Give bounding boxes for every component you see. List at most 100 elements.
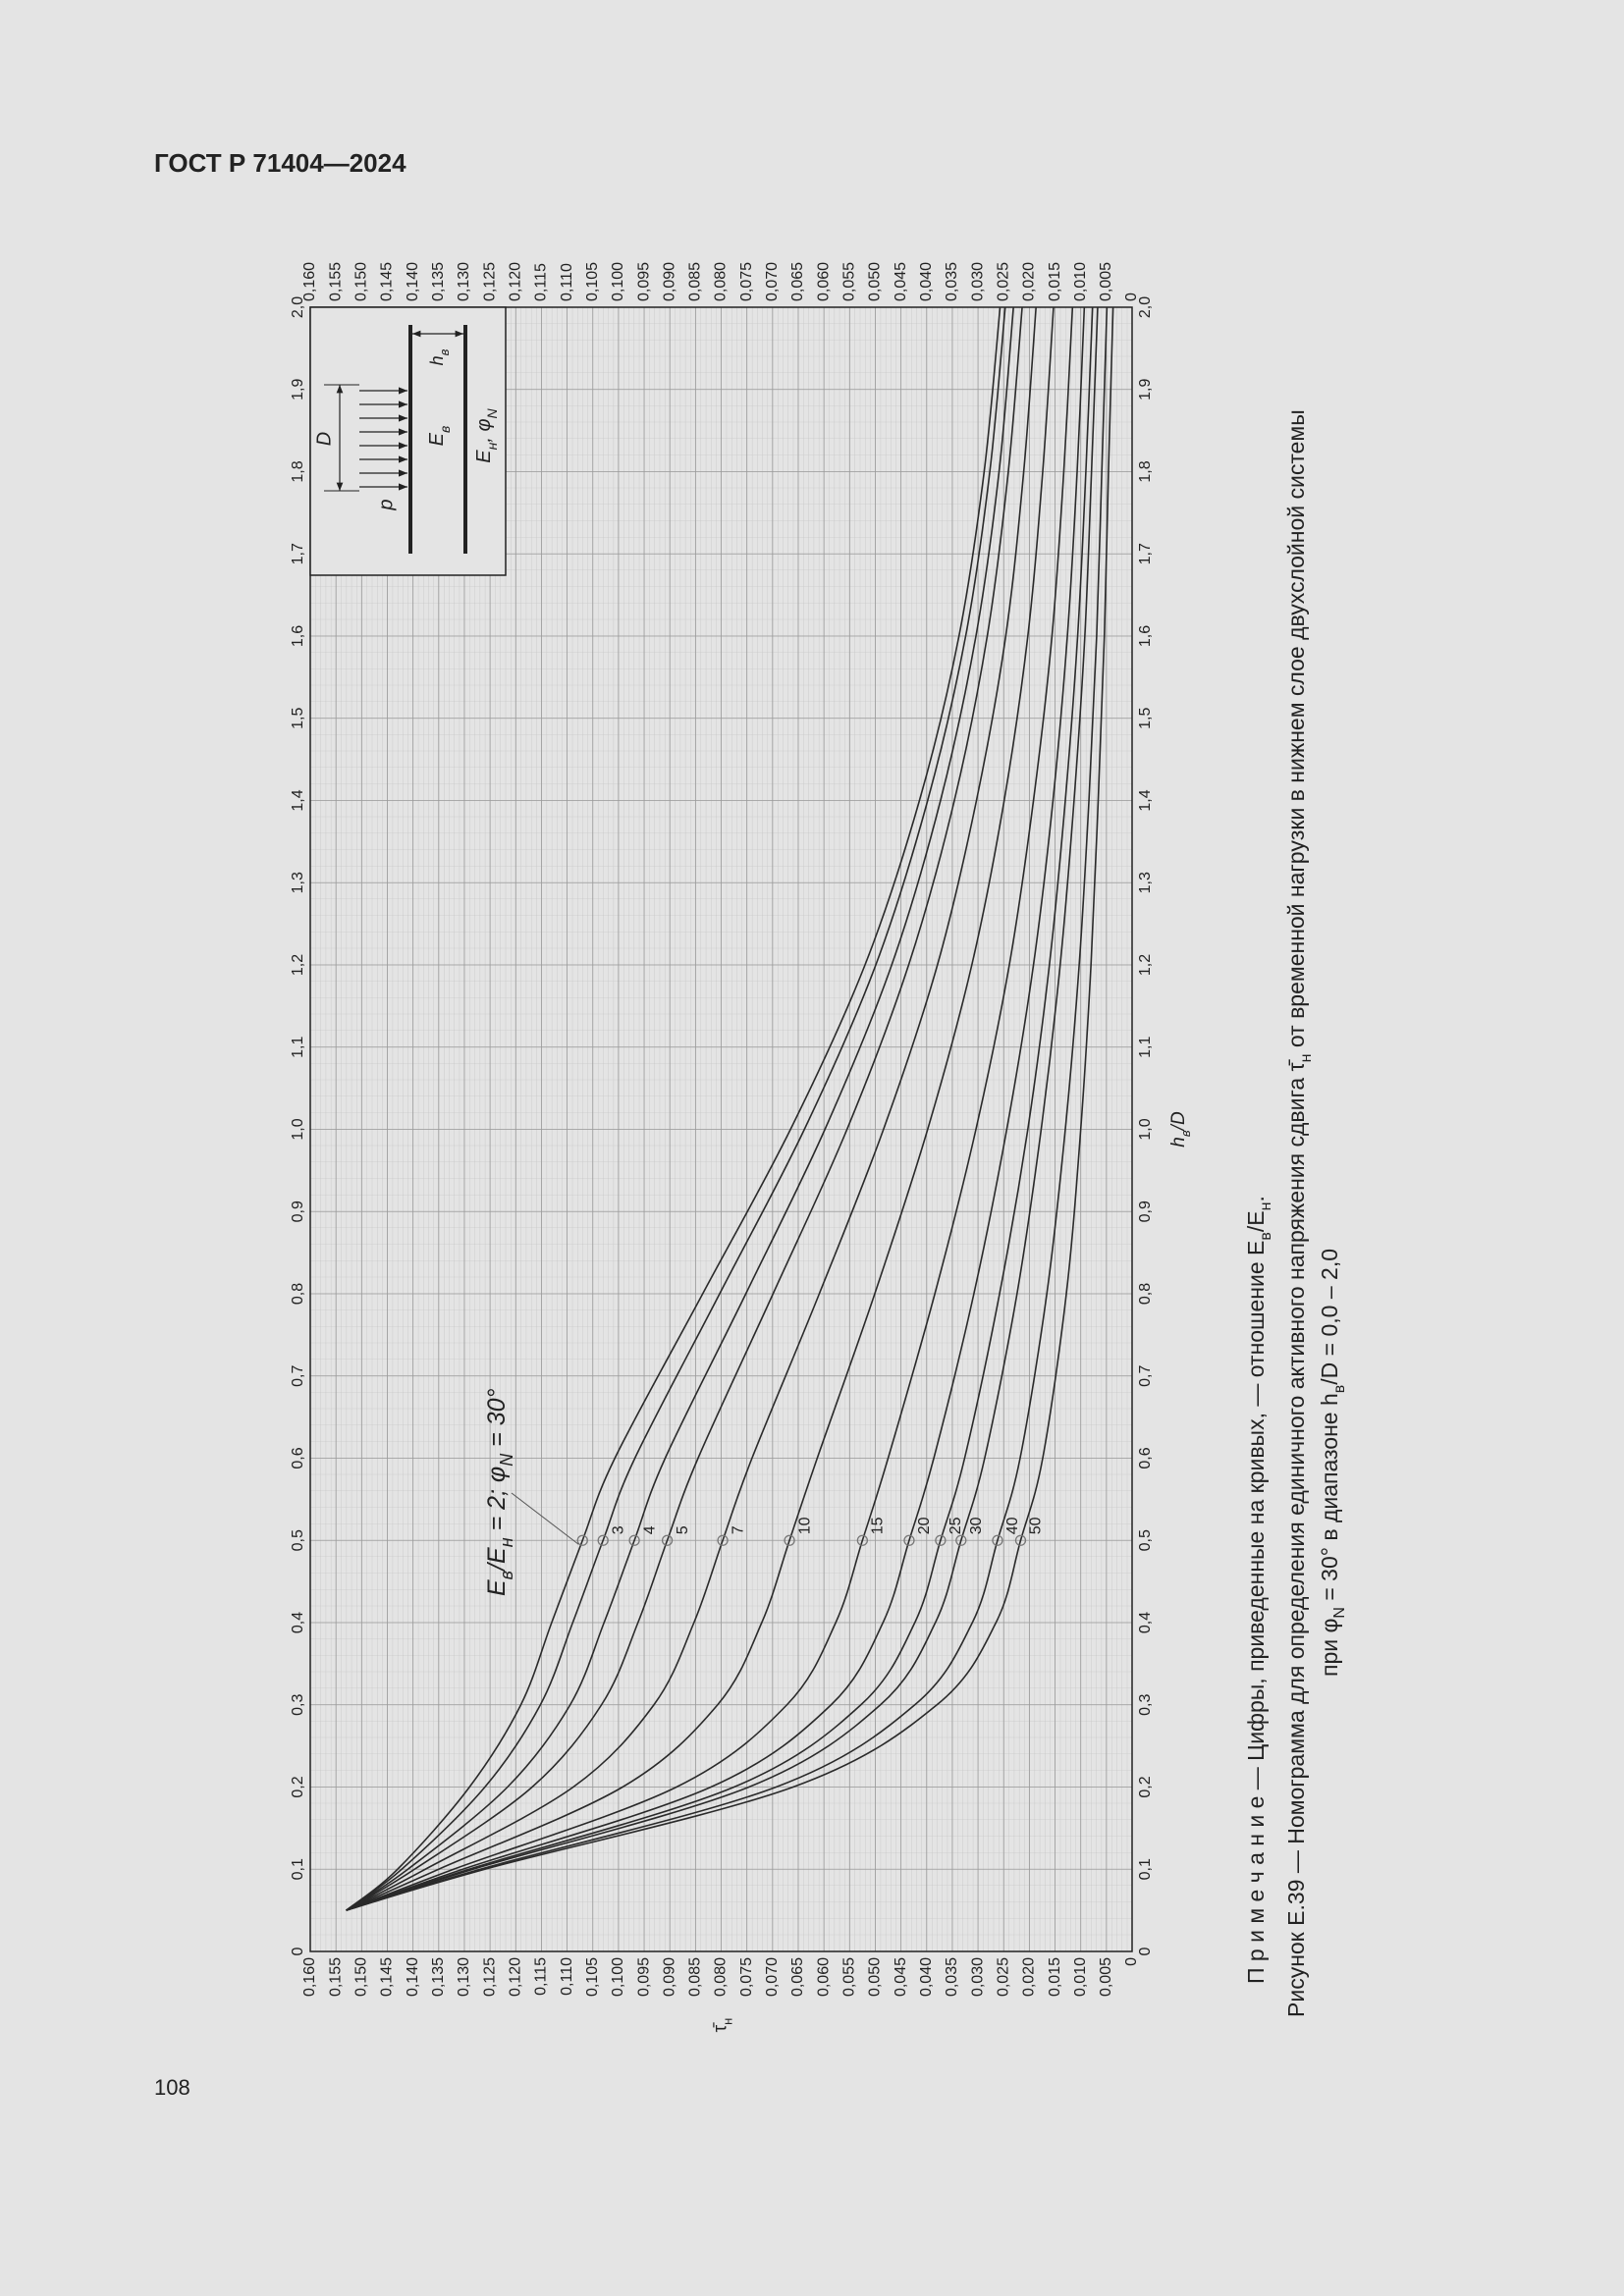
x-tick-label: 1,8	[1137, 460, 1154, 482]
annotation-leader	[511, 1492, 579, 1545]
doc-header: ГОСТ Р 71404—2024	[154, 148, 406, 178]
x-tick-label: 0,6	[290, 1447, 306, 1468]
caption-note-sub: в	[1258, 1232, 1274, 1241]
x-tick-label: 0	[290, 1947, 306, 1955]
x-tick-label: 0,4	[1137, 1612, 1154, 1633]
x-axis-title-part: /D	[1168, 1111, 1189, 1132]
y-tick-label: 0,135	[430, 262, 447, 301]
y-tick-label: 0,140	[405, 262, 421, 301]
caption-figure-sub: н	[1298, 1054, 1315, 1063]
caption-figure: Рисунок Е.39 — Номограмма для определени…	[1283, 409, 1315, 2017]
x-tick-label: 1,4	[1137, 789, 1154, 811]
y-tick-label: 0,085	[687, 1957, 704, 1997]
annotation-sub: N	[497, 1453, 516, 1467]
inset-label-part: , φ	[473, 418, 495, 442]
y-tick-label: 0,130	[456, 1957, 472, 1997]
x-tick-label: 0,8	[1137, 1283, 1154, 1305]
y-tick-label: 0,045	[893, 262, 909, 301]
curve-marker	[903, 1534, 915, 1546]
inset-label-sub: в	[437, 426, 453, 433]
inset-label: D	[313, 432, 335, 446]
annotation-part: /E	[483, 1547, 511, 1573]
y-tick-label: 0,155	[327, 262, 344, 301]
y-tick-label: 0,065	[789, 1957, 806, 1997]
curve	[346, 306, 1023, 1911]
x-tick-label: 1,3	[290, 872, 306, 893]
caption-note: П р и м е ч а н и е — Цифры, приведенные…	[1243, 1196, 1274, 1984]
inset-label: Eн, φN	[473, 407, 499, 462]
y-tick-label: 0,055	[841, 262, 858, 301]
annotation-sub: в	[497, 1571, 516, 1579]
y-tick-label: 0,140	[405, 1957, 421, 1997]
inset-label: p	[375, 499, 397, 510]
caption-note-part: .	[1243, 1196, 1269, 1201]
x-tick-label: 0,7	[1137, 1365, 1154, 1387]
caption-range-sub: в	[1331, 1385, 1348, 1394]
curve	[346, 306, 1114, 1911]
caption-range-part: при φ	[1317, 1619, 1342, 1677]
page-number: 108	[154, 2075, 190, 2100]
y-tick-label: 0,045	[893, 1957, 909, 1997]
curve	[346, 306, 1055, 1911]
curve-label: 4	[641, 1525, 658, 1534]
y-tick-label: 0,115	[533, 1957, 550, 1996]
y-tick-label: 0,110	[559, 1957, 575, 1996]
y-tick-label: 0,010	[1072, 1957, 1089, 1997]
curve-marker	[992, 1534, 1003, 1546]
y-tick-label: 0,080	[713, 262, 730, 301]
x-tick-label: 1,5	[1137, 708, 1154, 729]
x-tick-label: 1,8	[290, 460, 306, 482]
y-tick-label: 0,035	[944, 262, 960, 301]
y-tick-label: 0,050	[867, 262, 884, 301]
y-tick-label: 0,095	[635, 1957, 652, 1997]
x-tick-label: 0,4	[290, 1612, 306, 1633]
x-tick-label: 0,6	[1137, 1447, 1154, 1468]
caption-range-part: /D = 0,0 – 2,0	[1317, 1249, 1342, 1385]
y-tick-label: 0,030	[969, 262, 986, 301]
inset-label-part: h	[427, 355, 447, 365]
y-tick-label: 0,125	[481, 1957, 498, 1997]
curve	[346, 306, 1074, 1911]
caption-note-sub: н	[1258, 1202, 1274, 1211]
y-tick-label: 0,020	[1021, 262, 1038, 301]
plot-frame	[309, 306, 1133, 1952]
y-tick-label: 0,010	[1072, 262, 1089, 301]
curve-label: 40	[1004, 1517, 1021, 1534]
x-tick-label: 1,9	[1137, 379, 1154, 400]
x-tick-label: 1,5	[290, 708, 306, 729]
curve	[346, 306, 1094, 1911]
x-tick-label: 0,2	[290, 1776, 306, 1797]
inset-box	[309, 306, 507, 576]
caption-figure-part: от временной нагрузки в нижнем слое двух…	[1283, 409, 1309, 1053]
annotation-sub: н	[497, 1537, 516, 1547]
y-tick-label: 0	[1123, 293, 1140, 301]
y-tick-label: 0	[1123, 1957, 1140, 1966]
x-axis-title-part: h	[1168, 1137, 1189, 1148]
x-tick-label: 2,0	[290, 296, 306, 318]
inset-label: Eв	[426, 426, 452, 447]
x-tick-label: 0,5	[1137, 1529, 1154, 1551]
curve	[346, 306, 1006, 1911]
x-tick-label: 1,3	[1137, 872, 1154, 893]
x-tick-label: 0,3	[1137, 1694, 1154, 1716]
x-tick-label: 0,9	[290, 1201, 306, 1222]
y-tick-label: 0,100	[610, 1957, 626, 1997]
caption-range-part: = 30° в диапазоне h	[1317, 1393, 1342, 1607]
curve-label: 50	[1028, 1517, 1045, 1534]
x-tick-label: 1,7	[290, 543, 306, 564]
y-tick-label: 0,090	[661, 1957, 677, 1997]
annotation: Eв/Eн = 2; φN = 30°	[483, 1388, 516, 1596]
curve-label: 25	[947, 1517, 964, 1534]
y-tick-label: 0,150	[353, 262, 370, 301]
caption: П р и м е ч а н и е — Цифры, приведенные…	[1243, 409, 1348, 2017]
y-tick-label: 0,005	[1098, 1957, 1114, 1997]
inset-label-part: E	[473, 450, 495, 463]
x-tick-label: 0,1	[1137, 1858, 1154, 1880]
curve-marker	[717, 1534, 729, 1546]
annotation-part: E	[483, 1579, 511, 1596]
y-tick-label: 0,155	[327, 1957, 344, 1997]
y-tick-label: 0,130	[456, 262, 472, 301]
x-tick-label: 0,2	[1137, 1776, 1154, 1797]
caption-figure-part: Рисунок Е.39 — Номограмма для определени…	[1283, 1058, 1309, 2017]
